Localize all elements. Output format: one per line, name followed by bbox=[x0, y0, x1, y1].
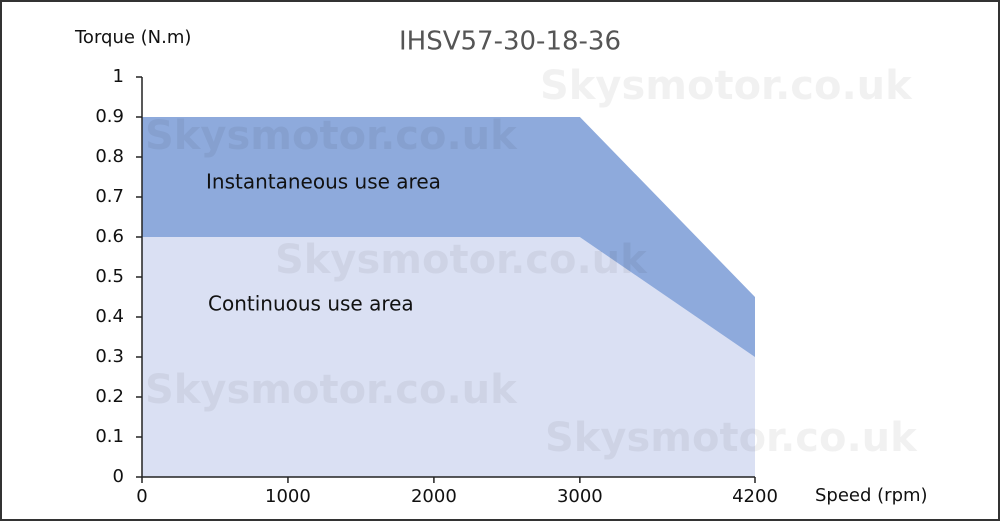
y-tick-label: 0.7 bbox=[95, 186, 124, 207]
y-tick-label: 0.1 bbox=[95, 426, 124, 447]
y-axis-label: Torque (N.m) bbox=[74, 27, 191, 48]
y-tick-label: 0.9 bbox=[95, 106, 124, 127]
x-tick-label: 1000 bbox=[265, 486, 311, 507]
y-tick-label: 0.8 bbox=[95, 146, 124, 167]
x-tick-label: 2000 bbox=[411, 486, 457, 507]
watermark: Skysmotor.co.uk bbox=[275, 237, 648, 283]
watermark: Skysmotor.co.uk bbox=[545, 415, 918, 461]
x-tick-label: 3000 bbox=[557, 486, 603, 507]
watermark: Skysmotor.co.uk bbox=[540, 63, 913, 109]
area bbox=[142, 237, 755, 477]
area-label: Continuous use area bbox=[208, 292, 414, 316]
y-tick-label: 0.2 bbox=[95, 386, 124, 407]
watermark: Skysmotor.co.uk bbox=[145, 367, 518, 413]
watermark: Skysmotor.co.uk bbox=[145, 113, 518, 159]
y-tick-label: 0.4 bbox=[95, 306, 124, 327]
y-tick-label: 0 bbox=[113, 466, 124, 487]
y-tick-label: 0.5 bbox=[95, 266, 124, 287]
x-axis-label: Speed (rpm) bbox=[815, 485, 928, 506]
chart-title: IHSV57-30-18-36 bbox=[399, 27, 621, 57]
y-tick-label: 0.3 bbox=[95, 346, 124, 367]
area-label: Instantaneous use area bbox=[206, 170, 441, 194]
y-tick-label: 0.6 bbox=[95, 226, 124, 247]
x-tick-label: 0 bbox=[136, 486, 147, 507]
x-tick-label: 4200 bbox=[732, 486, 778, 507]
y-tick-label: 1 bbox=[113, 66, 124, 87]
